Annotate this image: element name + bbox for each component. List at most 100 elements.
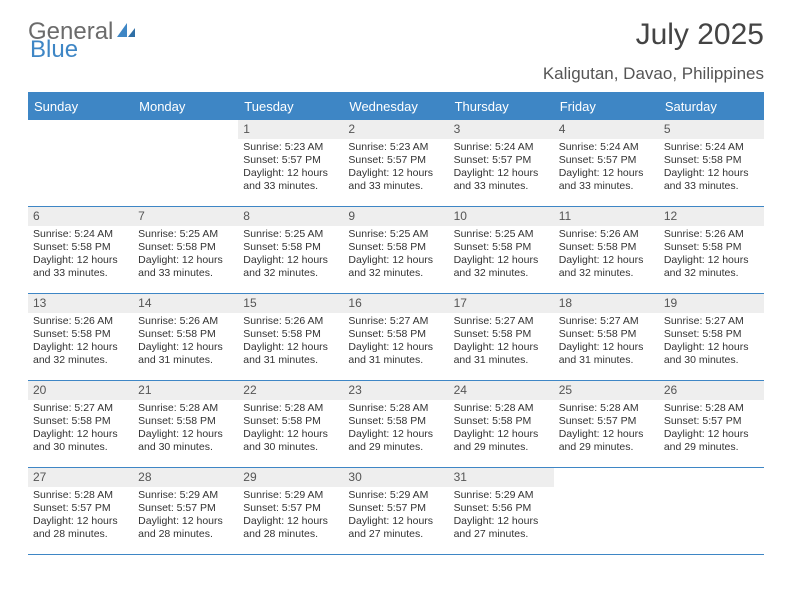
sunset-text: Sunset: 5:58 PM xyxy=(348,415,443,428)
daylight2-text: and 33 minutes. xyxy=(664,180,759,193)
calendar-row: 13Sunrise: 5:26 AMSunset: 5:58 PMDayligh… xyxy=(28,294,764,381)
sunrise-text: Sunrise: 5:28 AM xyxy=(138,402,233,415)
sunrise-text: Sunrise: 5:25 AM xyxy=(243,228,338,241)
day-body: Sunrise: 5:28 AMSunset: 5:58 PMDaylight:… xyxy=(343,400,448,459)
brand-part2: Blue xyxy=(30,36,78,64)
day-number: 16 xyxy=(343,294,448,313)
day-number: 24 xyxy=(449,381,554,400)
daylight1-text: Daylight: 12 hours xyxy=(138,515,233,528)
daylight1-text: Daylight: 12 hours xyxy=(559,167,654,180)
sunset-text: Sunset: 5:58 PM xyxy=(33,241,128,254)
day-body: Sunrise: 5:27 AMSunset: 5:58 PMDaylight:… xyxy=(449,313,554,372)
day-body: Sunrise: 5:29 AMSunset: 5:57 PMDaylight:… xyxy=(238,487,343,546)
sunrise-text: Sunrise: 5:23 AM xyxy=(243,141,338,154)
calendar-cell: 29Sunrise: 5:29 AMSunset: 5:57 PMDayligh… xyxy=(238,468,343,554)
day-body: Sunrise: 5:23 AMSunset: 5:57 PMDaylight:… xyxy=(238,139,343,198)
calendar-cell: 3Sunrise: 5:24 AMSunset: 5:57 PMDaylight… xyxy=(449,120,554,206)
sunset-text: Sunset: 5:58 PM xyxy=(138,328,233,341)
day-number: 7 xyxy=(133,207,238,226)
day-number: 3 xyxy=(449,120,554,139)
day-body: Sunrise: 5:29 AMSunset: 5:57 PMDaylight:… xyxy=(133,487,238,546)
day-number: 20 xyxy=(28,381,133,400)
day-body: Sunrise: 5:25 AMSunset: 5:58 PMDaylight:… xyxy=(449,226,554,285)
daylight2-text: and 28 minutes. xyxy=(243,528,338,541)
sunset-text: Sunset: 5:58 PM xyxy=(559,241,654,254)
day-body: Sunrise: 5:28 AMSunset: 5:58 PMDaylight:… xyxy=(133,400,238,459)
daylight1-text: Daylight: 12 hours xyxy=(348,254,443,267)
calendar-cell: 30Sunrise: 5:29 AMSunset: 5:57 PMDayligh… xyxy=(343,468,448,554)
day-body: Sunrise: 5:28 AMSunset: 5:57 PMDaylight:… xyxy=(28,487,133,546)
sunset-text: Sunset: 5:56 PM xyxy=(454,502,549,515)
daylight1-text: Daylight: 12 hours xyxy=(348,341,443,354)
day-number: 21 xyxy=(133,381,238,400)
daylight1-text: Daylight: 12 hours xyxy=(559,428,654,441)
day-body: Sunrise: 5:24 AMSunset: 5:58 PMDaylight:… xyxy=(28,226,133,285)
sunset-text: Sunset: 5:57 PM xyxy=(348,154,443,167)
day-body: Sunrise: 5:27 AMSunset: 5:58 PMDaylight:… xyxy=(554,313,659,372)
day-body: Sunrise: 5:24 AMSunset: 5:57 PMDaylight:… xyxy=(554,139,659,198)
daylight2-text: and 28 minutes. xyxy=(33,528,128,541)
sunset-text: Sunset: 5:58 PM xyxy=(33,328,128,341)
daylight1-text: Daylight: 12 hours xyxy=(664,428,759,441)
daylight1-text: Daylight: 12 hours xyxy=(664,341,759,354)
sunrise-text: Sunrise: 5:28 AM xyxy=(664,402,759,415)
day-number: 31 xyxy=(449,468,554,487)
sunset-text: Sunset: 5:57 PM xyxy=(559,415,654,428)
day-number: 4 xyxy=(554,120,659,139)
daylight2-text: and 29 minutes. xyxy=(664,441,759,454)
daylight1-text: Daylight: 12 hours xyxy=(243,254,338,267)
day-number: 29 xyxy=(238,468,343,487)
daylight1-text: Daylight: 12 hours xyxy=(664,167,759,180)
day-body: Sunrise: 5:24 AMSunset: 5:57 PMDaylight:… xyxy=(449,139,554,198)
sunrise-text: Sunrise: 5:26 AM xyxy=(138,315,233,328)
calendar-cell: 28Sunrise: 5:29 AMSunset: 5:57 PMDayligh… xyxy=(133,468,238,554)
sunrise-text: Sunrise: 5:25 AM xyxy=(138,228,233,241)
daylight1-text: Daylight: 12 hours xyxy=(348,167,443,180)
sunrise-text: Sunrise: 5:27 AM xyxy=(454,315,549,328)
daylight2-text: and 32 minutes. xyxy=(559,267,654,280)
sunset-text: Sunset: 5:57 PM xyxy=(454,154,549,167)
sunrise-text: Sunrise: 5:26 AM xyxy=(33,315,128,328)
calendar-cell: 8Sunrise: 5:25 AMSunset: 5:58 PMDaylight… xyxy=(238,207,343,293)
daylight1-text: Daylight: 12 hours xyxy=(138,254,233,267)
daylight1-text: Daylight: 12 hours xyxy=(559,341,654,354)
daylight1-text: Daylight: 12 hours xyxy=(33,515,128,528)
sunset-text: Sunset: 5:58 PM xyxy=(454,328,549,341)
calendar-grid: Sunday Monday Tuesday Wednesday Thursday… xyxy=(28,92,764,555)
daylight2-text: and 30 minutes. xyxy=(664,354,759,367)
day-number: 26 xyxy=(659,381,764,400)
sunrise-text: Sunrise: 5:28 AM xyxy=(454,402,549,415)
daylight1-text: Daylight: 12 hours xyxy=(348,428,443,441)
day-number: 10 xyxy=(449,207,554,226)
calendar-cell: 23Sunrise: 5:28 AMSunset: 5:58 PMDayligh… xyxy=(343,381,448,467)
sunset-text: Sunset: 5:57 PM xyxy=(243,502,338,515)
calendar-cell: 19Sunrise: 5:27 AMSunset: 5:58 PMDayligh… xyxy=(659,294,764,380)
day-body: Sunrise: 5:29 AMSunset: 5:56 PMDaylight:… xyxy=(449,487,554,546)
calendar-cell: 20Sunrise: 5:27 AMSunset: 5:58 PMDayligh… xyxy=(28,381,133,467)
daylight1-text: Daylight: 12 hours xyxy=(454,515,549,528)
calendar-cell xyxy=(659,468,764,554)
sunset-text: Sunset: 5:58 PM xyxy=(243,241,338,254)
daylight2-text: and 31 minutes. xyxy=(454,354,549,367)
daylight1-text: Daylight: 12 hours xyxy=(243,428,338,441)
calendar-cell: 7Sunrise: 5:25 AMSunset: 5:58 PMDaylight… xyxy=(133,207,238,293)
sunrise-text: Sunrise: 5:29 AM xyxy=(243,489,338,502)
daylight2-text: and 31 minutes. xyxy=(138,354,233,367)
sunset-text: Sunset: 5:57 PM xyxy=(138,502,233,515)
calendar-rows: 1Sunrise: 5:23 AMSunset: 5:57 PMDaylight… xyxy=(28,120,764,555)
day-number: 23 xyxy=(343,381,448,400)
day-number: 30 xyxy=(343,468,448,487)
calendar-cell: 15Sunrise: 5:26 AMSunset: 5:58 PMDayligh… xyxy=(238,294,343,380)
sunrise-text: Sunrise: 5:29 AM xyxy=(138,489,233,502)
day-body: Sunrise: 5:24 AMSunset: 5:58 PMDaylight:… xyxy=(659,139,764,198)
weekday-col: Tuesday xyxy=(238,94,343,120)
daylight1-text: Daylight: 12 hours xyxy=(348,515,443,528)
calendar-cell: 11Sunrise: 5:26 AMSunset: 5:58 PMDayligh… xyxy=(554,207,659,293)
calendar-cell: 24Sunrise: 5:28 AMSunset: 5:58 PMDayligh… xyxy=(449,381,554,467)
page-title: July 2025 xyxy=(636,18,764,52)
sunrise-text: Sunrise: 5:27 AM xyxy=(33,402,128,415)
sunset-text: Sunset: 5:58 PM xyxy=(138,415,233,428)
calendar-cell: 2Sunrise: 5:23 AMSunset: 5:57 PMDaylight… xyxy=(343,120,448,206)
weekday-header: Sunday Monday Tuesday Wednesday Thursday… xyxy=(28,94,764,120)
sunset-text: Sunset: 5:58 PM xyxy=(454,241,549,254)
